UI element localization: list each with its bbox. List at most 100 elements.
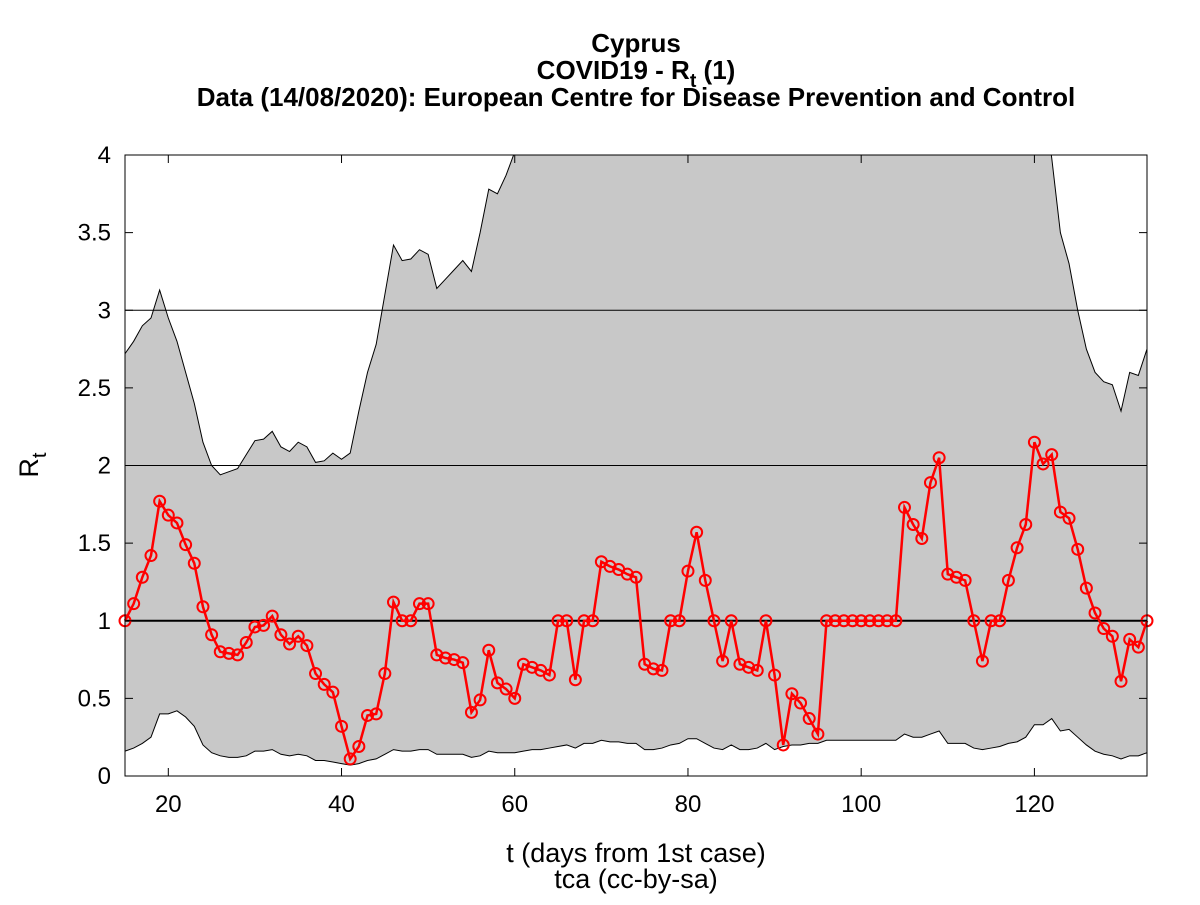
- data-point: [525, 660, 539, 674]
- data-point: [386, 595, 400, 609]
- data-point: [906, 517, 920, 531]
- y-tick-label: 2.5: [78, 375, 111, 402]
- data-point: [941, 567, 955, 581]
- data-point: [949, 570, 963, 584]
- data-point: [213, 645, 227, 659]
- data-point: [897, 500, 911, 514]
- data-point: [404, 614, 418, 628]
- data-point: [915, 531, 929, 545]
- data-point: [508, 691, 522, 705]
- x-tick-label: 100: [841, 791, 881, 818]
- data-point: [412, 597, 426, 611]
- data-point: [863, 614, 877, 628]
- data-point: [785, 687, 799, 701]
- data-point: [1114, 674, 1128, 688]
- data-point: [265, 609, 279, 623]
- data-point: [490, 676, 504, 690]
- data-point: [1131, 640, 1145, 654]
- data-point: [1088, 606, 1102, 620]
- data-point: [1053, 505, 1067, 519]
- data-point: [690, 525, 704, 539]
- x-tick-label: 60: [501, 791, 528, 818]
- y-axis-label: Rt: [14, 452, 51, 478]
- data-point: [975, 654, 989, 668]
- data-point: [378, 667, 392, 681]
- chart-title: COVID19 - Rt (1): [537, 55, 736, 92]
- data-point: [343, 752, 357, 766]
- data-point: [257, 618, 271, 632]
- data-point: [464, 705, 478, 719]
- data-point: [239, 635, 253, 649]
- data-point: [586, 614, 600, 628]
- data-point: [248, 620, 262, 634]
- data-point: [655, 663, 669, 677]
- chart-title: Data (14/08/2020): European Centre for D…: [197, 82, 1075, 112]
- data-point: [196, 600, 210, 614]
- data-point: [170, 516, 184, 530]
- data-point: [854, 614, 868, 628]
- chart-title: Cyprus: [591, 28, 681, 58]
- data-point: [1062, 511, 1076, 525]
- x-tick-label: 80: [675, 791, 702, 818]
- x-tick-label: 20: [155, 791, 182, 818]
- data-point: [127, 597, 141, 611]
- data-point: [993, 614, 1007, 628]
- y-tick-label: 1.5: [78, 530, 111, 557]
- band-upper: [125, 155, 1147, 476]
- band-lower: [125, 710, 1147, 766]
- data-point: [1079, 581, 1093, 595]
- data-point: [187, 556, 201, 570]
- data-point: [846, 614, 860, 628]
- data-point: [231, 648, 245, 662]
- data-point: [1027, 435, 1041, 449]
- data-point: [880, 614, 894, 628]
- data-point: [516, 657, 530, 671]
- y-tick-label: 2: [98, 453, 111, 480]
- data-point: [872, 614, 886, 628]
- data-point: [923, 476, 937, 490]
- data-point: [551, 614, 565, 628]
- data-point: [776, 738, 790, 752]
- data-point: [369, 707, 383, 721]
- data-point: [326, 685, 340, 699]
- x-tick-label: 120: [1014, 791, 1054, 818]
- data-point: [794, 696, 808, 710]
- data-point: [274, 628, 288, 642]
- data-point: [361, 708, 375, 722]
- x-tick-label: 40: [328, 791, 355, 818]
- data-point: [716, 654, 730, 668]
- data-point: [620, 567, 634, 581]
- data-point: [291, 629, 305, 643]
- data-point: [1123, 632, 1137, 646]
- data-point: [1019, 517, 1033, 531]
- data-point: [681, 564, 695, 578]
- data-point: [932, 451, 946, 465]
- data-point: [967, 614, 981, 628]
- y-tick-label: 4: [98, 142, 111, 169]
- series-line: [123, 441, 1149, 762]
- data-point: [802, 712, 816, 726]
- data-point: [499, 682, 513, 696]
- data-point: [482, 643, 496, 657]
- data-point: [811, 727, 825, 741]
- data-point: [1105, 629, 1119, 643]
- data-point: [568, 673, 582, 687]
- data-point: [984, 614, 998, 628]
- data-point: [603, 559, 617, 573]
- plot-area: [125, 155, 1147, 766]
- data-point: [1010, 541, 1024, 555]
- data-point: [222, 646, 236, 660]
- data-point: [820, 614, 834, 628]
- data-point: [664, 614, 678, 628]
- data-point: [1036, 457, 1050, 471]
- data-point: [672, 614, 686, 628]
- data-point: [283, 637, 297, 651]
- data-point: [153, 494, 167, 508]
- data-point: [447, 653, 461, 667]
- data-point: [135, 570, 149, 584]
- data-point: [1001, 573, 1015, 587]
- x-axis-label: t (days from 1st case): [506, 838, 766, 868]
- data-point: [889, 614, 903, 628]
- y-tick-label: 1: [98, 608, 111, 635]
